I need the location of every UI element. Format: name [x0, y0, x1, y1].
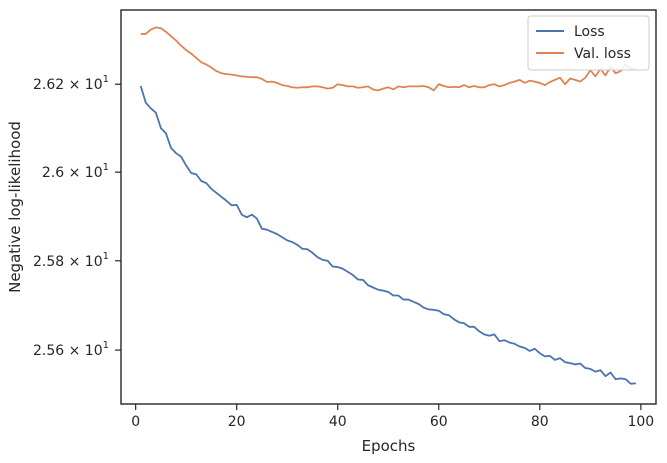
series-line-0	[139, 85, 636, 385]
x-tick-label: 0	[131, 414, 140, 430]
x-axis-label: Epochs	[362, 437, 416, 455]
axis-ticks: 0 20 40 60 80 100 2.56 × 101 2.58 × 101 2.6 × 10…	[33, 74, 654, 430]
y-tick-label: 2.58 × 101	[33, 251, 109, 270]
series-line-1	[140, 26, 636, 92]
legend-label: Loss	[574, 24, 605, 40]
legend: Loss Val. loss	[527, 15, 650, 71]
x-tick-label: 80	[531, 414, 549, 430]
plot-lines	[139, 26, 636, 385]
x-tick-label: 40	[329, 414, 347, 430]
y-tick-label: 2.6 × 101	[42, 162, 109, 181]
y-tick-label: 2.56 × 101	[33, 340, 109, 359]
x-tick-label: 20	[228, 414, 246, 430]
x-tick-label: 60	[430, 414, 448, 430]
y-tick-label: 2.62 × 101	[33, 74, 109, 93]
x-tick-label: 100	[627, 414, 654, 430]
legend-box	[527, 15, 650, 71]
legend-label: Val. loss	[574, 46, 631, 62]
y-axis-label: Negative log-likelihood	[6, 121, 24, 293]
plot-frame	[120, 9, 657, 405]
